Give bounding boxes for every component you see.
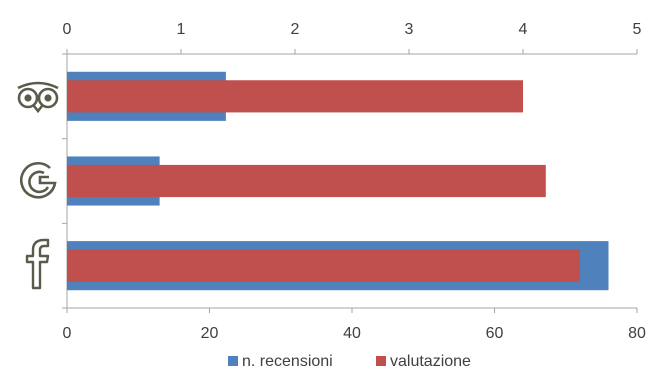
bottom-axis-tick-label: 80 — [628, 325, 646, 342]
legend-label-recensioni: n. recensioni — [242, 353, 333, 370]
bar-facebook-valutazione — [67, 249, 580, 282]
facebook-f-icon — [25, 238, 50, 290]
top-axis-tick-label: 2 — [291, 21, 300, 38]
bars — [67, 71, 609, 291]
top-axis-tick-label: 3 — [405, 21, 414, 38]
tick-labels: 0 1 2 3 4 5 0 20 40 60 80 — [63, 21, 646, 342]
top-axis-tick-label: 4 — [519, 21, 528, 38]
legend-swatch-valutazione — [376, 356, 386, 366]
bar-tripadvisor-valutazione — [67, 80, 523, 113]
bottom-axis-tick-label: 20 — [201, 325, 219, 342]
bar-google-valutazione — [67, 164, 546, 198]
top-axis-tick-label: 5 — [633, 21, 642, 38]
bottom-axis-tick-label: 0 — [63, 325, 72, 342]
tripadvisor-owl-icon — [17, 81, 59, 114]
top-axis-tick-label: 0 — [63, 21, 72, 38]
top-axis-tick-label: 1 — [177, 21, 186, 38]
legend-swatch-recensioni — [228, 356, 238, 366]
google-g-icon — [19, 161, 57, 199]
legend: n. recensioni valutazione — [228, 353, 471, 370]
legend-label-valutazione: valutazione — [390, 353, 471, 370]
bottom-axis-tick-label: 60 — [486, 325, 504, 342]
bottom-axis-tick-label: 40 — [343, 325, 361, 342]
